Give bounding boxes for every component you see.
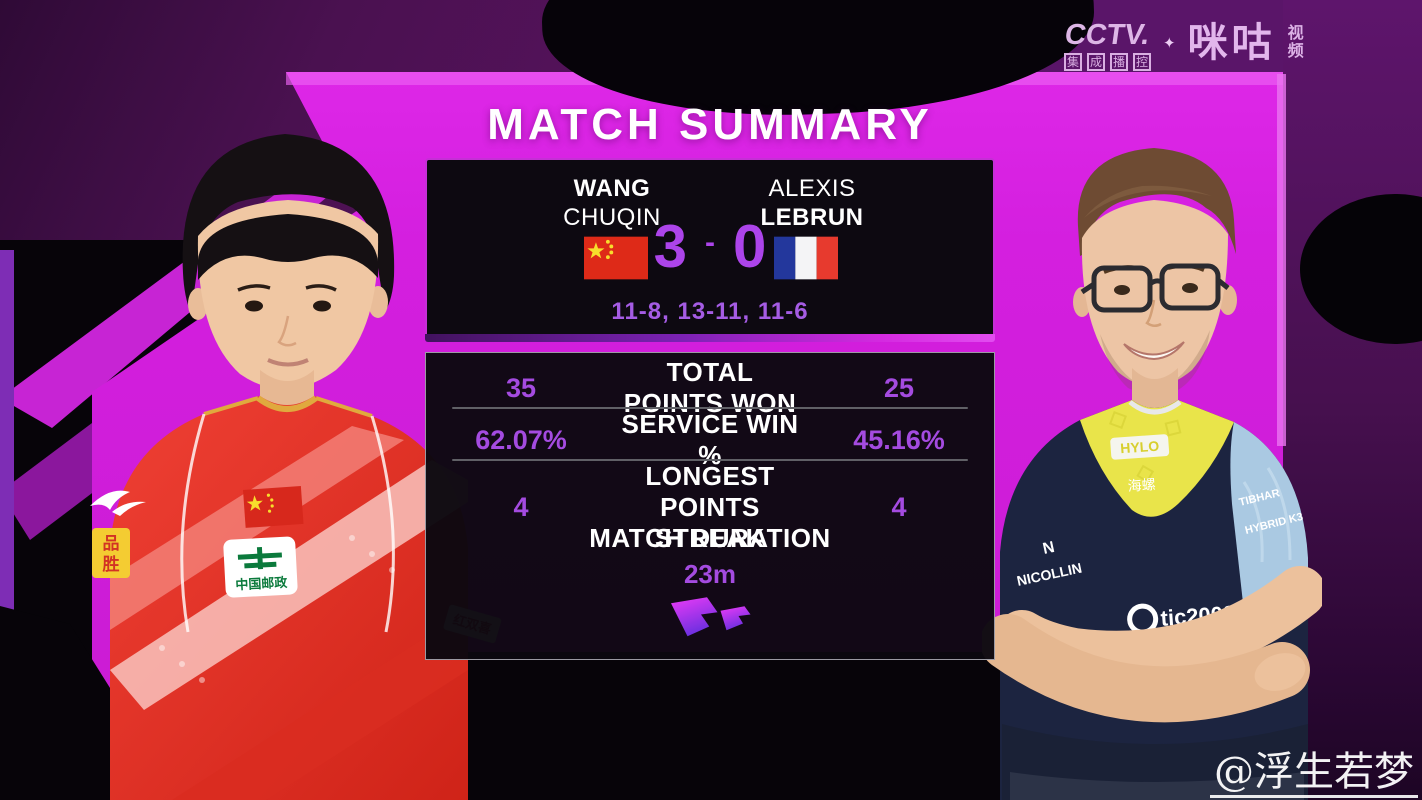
svg-text:品: 品 — [103, 534, 120, 553]
cctv-subtitle-char: 播 — [1110, 53, 1128, 71]
player-name-right: ALEXIS LEBRUN — [712, 174, 912, 232]
svg-text:中国邮政: 中国邮政 — [235, 575, 289, 593]
stat-row-service-win: 62.07% SERVICE WIN % 45.16% — [426, 409, 994, 470]
lebrun-crossed-arms — [982, 566, 1322, 723]
stat-value-right: 4 — [891, 492, 907, 522]
hylo-bib-sub: 海螺 — [1127, 476, 1156, 494]
cctv-logo: CCTV. 集 成 播 控 — [1063, 19, 1152, 71]
page-title: MATCH SUMMARY — [487, 100, 933, 149]
pinsheng-badge: 品 胜 — [92, 528, 130, 578]
lebrun-stubble — [1100, 330, 1210, 395]
stat-value-right: 45.16% — [853, 424, 945, 455]
broadcaster-logos: CCTV. 集 成 播 控 ✦ 咪咕 视 频 — [1063, 19, 1304, 71]
player-right-surname: LEBRUN — [760, 204, 864, 231]
svg-text:胜: 胜 — [103, 555, 120, 574]
nicollin-letter: N — [1041, 539, 1056, 558]
cctv-wordmark: CCTV. — [1063, 19, 1152, 51]
stat-row-longest-streak: 4 LONGEST POINTS STREAK 4 — [426, 461, 994, 553]
cctv-subtitle-char: 控 — [1133, 53, 1151, 71]
player-photo-alexis-lebrun: HYLO 海螺 TIBHAR HYBRID K3 N NICOLLIN tic2… — [982, 148, 1322, 800]
china-flag — [584, 236, 648, 280]
wang-eye-left — [245, 300, 263, 312]
stat-row-total-points: 35 TOTAL POINTS WON 25 — [426, 357, 994, 418]
match-score: 3 - 0 — [427, 212, 993, 281]
stat-value-right: 25 — [883, 372, 915, 403]
china-post-logo: 中国邮政 — [223, 536, 298, 598]
score-left: 3 — [653, 213, 687, 280]
cctv-subtitle-char: 集 — [1064, 53, 1082, 71]
score-panel-accent — [425, 334, 995, 342]
stat-label: TOTAL POINTS WON — [623, 357, 797, 418]
wang-nose — [277, 315, 297, 347]
player-photo-wang-chuqin: 品 胜 中国邮政 红双喜 — [90, 134, 502, 800]
lebrun-smile — [1123, 341, 1185, 361]
player-left-givenname: CHUQIN — [563, 204, 661, 231]
migu-suffix-char: 视 — [1287, 25, 1304, 42]
wtt-logo — [426, 595, 994, 643]
lebrun-glasses — [1080, 263, 1230, 313]
score-panel: WANG CHUQIN ALEXIS LEBRUN — [425, 158, 995, 342]
score-separator: - — [705, 225, 715, 259]
player-name-left: WANG CHUQIN — [512, 174, 712, 232]
stat-label: SERVICE WIN % — [621, 409, 799, 470]
match-duration-label: MATCH DURATION — [589, 523, 831, 553]
stat-label: LONGEST POINTS STREAK — [645, 461, 775, 553]
migu-logo: 咪咕 — [1187, 21, 1276, 65]
wang-mouth — [267, 358, 309, 367]
wang-jersey — [110, 395, 468, 800]
score-right: 0 — [733, 213, 767, 280]
background-magenta-right-edge — [1277, 74, 1286, 446]
background-bottom-dark — [420, 652, 1030, 800]
wang-fringe — [198, 214, 378, 280]
stat-separator — [452, 459, 968, 461]
background-left-purple-strip — [0, 250, 14, 630]
hylo-bib: HYLO — [1110, 434, 1170, 460]
lebrun-nose — [1145, 299, 1162, 327]
cctv-subtitle: 集 成 播 控 — [1064, 53, 1151, 71]
wang-eye-right — [313, 300, 331, 312]
china-flag-patch — [243, 485, 304, 528]
lebrun-eye-left — [1114, 285, 1130, 295]
player-right-givenname: ALEXIS — [768, 175, 856, 202]
watermark: @浮生若梦 — [1210, 749, 1418, 798]
lebrun-eye-right — [1182, 283, 1198, 293]
match-duration-value: 23m — [683, 559, 737, 589]
stat-separator — [452, 407, 968, 409]
lebrun-jeans — [1010, 772, 1304, 800]
svg-text:HYLO: HYLO — [1120, 438, 1160, 457]
stat-value-left: 35 — [505, 372, 537, 403]
player-left-surname: WANG — [573, 175, 651, 202]
migu-video-suffix: 视 频 — [1288, 25, 1304, 61]
lebrun-neck — [1132, 368, 1178, 417]
lebrun-face — [1081, 200, 1228, 387]
wang-gold-collar — [256, 395, 318, 412]
france-flag — [774, 236, 838, 280]
cctv-subtitle-char: 成 — [1087, 53, 1105, 71]
migu-suffix-char: 频 — [1287, 43, 1304, 60]
lebrun-hair — [1077, 148, 1236, 256]
lining-logo — [90, 490, 146, 516]
stat-value-left: 62.07% — [475, 424, 567, 455]
wang-hair — [182, 134, 395, 314]
sparkle-icon: ✦ — [1163, 35, 1176, 52]
stat-value-left: 4 — [513, 492, 529, 522]
stats-panel: 35 TOTAL POINTS WON 25 62.07% SERVICE WI… — [425, 352, 995, 660]
game-scores: 11-8, 13-11, 11-6 — [611, 298, 809, 325]
